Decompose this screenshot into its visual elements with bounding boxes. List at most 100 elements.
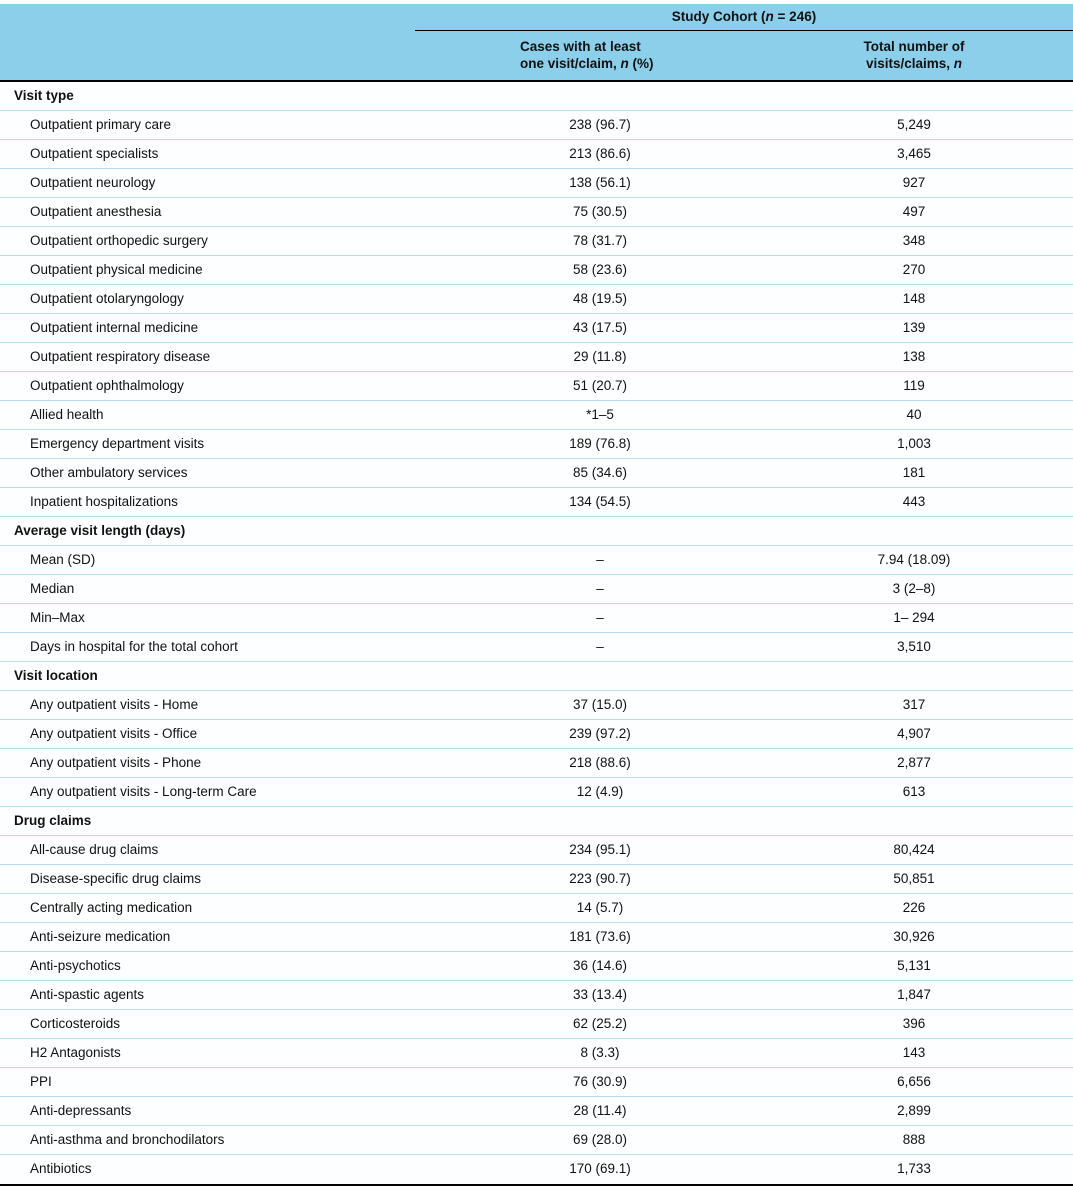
row-cases-value: *1–5 <box>586 407 614 422</box>
column-header-label-spacer <box>0 38 445 72</box>
row-total-value: 497 <box>902 204 926 219</box>
section-header-cases <box>445 82 755 110</box>
cases-header-line2: one visit/claim, <box>520 56 621 71</box>
section-header-cases <box>445 517 755 545</box>
table-row: Outpatient respiratory disease 29 (11.8) 1… <box>0 343 1073 372</box>
row-cases-value: 43 (17.5) <box>572 320 628 335</box>
row-cases-value: 58 (23.6) <box>572 262 628 277</box>
row-cases-value: 85 (34.6) <box>572 465 628 480</box>
table-row: Outpatient specialists 213 (86.6) 3,465 <box>0 140 1073 169</box>
table-row: Min–Max – 1– 294 <box>0 604 1073 633</box>
table-row: Mean (SD) – 7.94 (18.09) <box>0 546 1073 575</box>
row-label: Outpatient primary care <box>30 117 172 132</box>
row-cases-value: – <box>596 581 604 596</box>
row-cases-value: – <box>596 639 604 654</box>
row-label: H2 Antagonists <box>30 1045 121 1060</box>
row-total-value: 396 <box>902 1016 926 1031</box>
table-body: Visit type Outpatient primary care 238 (96… <box>0 82 1073 1186</box>
row-label: Any outpatient visits - Long-term Care <box>30 784 257 799</box>
row-label: Mean (SD) <box>30 552 96 567</box>
cohort-title-spacer <box>0 4 415 31</box>
row-total-value: 3 (2–8) <box>892 581 936 596</box>
section-header-label: Visit type <box>14 88 74 103</box>
row-cases-value: 36 (14.6) <box>572 958 628 973</box>
row-cases-value: 78 (31.7) <box>572 233 628 248</box>
row-label: Outpatient respiratory disease <box>30 349 211 364</box>
row-total-value: 5,249 <box>897 117 931 132</box>
row-label: Min–Max <box>30 610 85 625</box>
table-row: Outpatient neurology 138 (56.1) 927 <box>0 169 1073 198</box>
table-row: Any outpatient visits - Home 37 (15.0) 317 <box>0 691 1073 720</box>
row-total-value: 1– 294 <box>893 610 935 625</box>
section-header-row: Visit type <box>0 82 1073 111</box>
row-label: PPI <box>30 1074 52 1089</box>
table-row: Centrally acting medication 14 (5.7) 226 <box>0 894 1073 923</box>
table-row: Anti-asthma and bronchodilators 69 (28.0)… <box>0 1126 1073 1155</box>
section-header-row: Average visit length (days) <box>0 517 1073 546</box>
row-cases-value: 181 (73.6) <box>569 929 631 944</box>
row-label: Outpatient otolaryngology <box>30 291 184 306</box>
row-total-value: 443 <box>902 494 926 509</box>
row-label: Inpatient hospitalizations <box>30 494 178 509</box>
row-cases-value: 170 (69.1) <box>569 1161 631 1176</box>
row-cases-value: 14 (5.7) <box>576 900 624 915</box>
row-total-value: 138 <box>902 349 926 364</box>
table-row: PPI 76 (30.9) 6,656 <box>0 1068 1073 1097</box>
row-label: Anti-psychotics <box>30 958 121 973</box>
row-total-value: 181 <box>902 465 926 480</box>
table-row: Outpatient ophthalmology 51 (20.7) 119 <box>0 372 1073 401</box>
row-total-value: 143 <box>902 1045 926 1060</box>
table-row: Allied health *1–5 40 <box>0 401 1073 430</box>
table-row: Outpatient physical medicine 58 (23.6) 270 <box>0 256 1073 285</box>
table-row: Outpatient otolaryngology 48 (19.5) 148 <box>0 285 1073 314</box>
cohort-title: Study Cohort (n = 246) <box>415 4 1073 31</box>
table-row: Any outpatient visits - Long-term Care 12… <box>0 778 1073 807</box>
row-cases-value: 134 (54.5) <box>569 494 631 509</box>
table-row: Outpatient anesthesia 75 (30.5) 497 <box>0 198 1073 227</box>
table-row: H2 Antagonists 8 (3.3) 143 <box>0 1039 1073 1068</box>
section-header-row: Drug claims <box>0 807 1073 836</box>
table-row: Median – 3 (2–8) <box>0 575 1073 604</box>
row-cases-value: 213 (86.6) <box>569 146 631 161</box>
row-cases-value: 62 (25.2) <box>572 1016 628 1031</box>
row-label: Antibiotics <box>30 1161 92 1176</box>
row-total-value: 2,899 <box>897 1103 931 1118</box>
cases-header-line1: Cases with at least <box>520 39 641 54</box>
row-cases-value: 33 (13.4) <box>572 987 628 1002</box>
row-total-value: 1,003 <box>897 436 931 451</box>
row-label: Allied health <box>30 407 104 422</box>
row-total-value: 4,907 <box>897 726 931 741</box>
row-label: All-cause drug claims <box>30 842 159 857</box>
row-label: Anti-asthma and bronchodilators <box>30 1132 225 1147</box>
row-label: Any outpatient visits - Phone <box>30 755 202 770</box>
row-total-value: 148 <box>902 291 926 306</box>
row-label: Outpatient neurology <box>30 175 156 190</box>
row-total-value: 30,926 <box>893 929 935 944</box>
column-header-row: Cases with at least one visit/claim, n (%… <box>0 31 1073 80</box>
row-label: Days in hospital for the total cohort <box>30 639 238 654</box>
row-total-value: 2,877 <box>897 755 931 770</box>
section-header-label: Drug claims <box>14 813 92 828</box>
row-total-value: 3,510 <box>897 639 931 654</box>
row-total-value: 348 <box>902 233 926 248</box>
table-row: Any outpatient visits - Phone 218 (88.6) 2… <box>0 749 1073 778</box>
row-label: Outpatient specialists <box>30 146 159 161</box>
section-header-row: Visit location <box>0 662 1073 691</box>
row-cases-value: 48 (19.5) <box>572 291 628 306</box>
row-label: Anti-spastic agents <box>30 987 145 1002</box>
row-label: Median <box>30 581 75 596</box>
row-cases-value: 75 (30.5) <box>572 204 628 219</box>
row-cases-value: 51 (20.7) <box>572 378 628 393</box>
row-cases-value: 12 (4.9) <box>576 784 624 799</box>
section-header-label: Visit location <box>14 668 98 683</box>
row-total-value: 270 <box>902 262 926 277</box>
table-row: Any outpatient visits - Office 239 (97.2)… <box>0 720 1073 749</box>
row-cases-value: 218 (88.6) <box>569 755 631 770</box>
row-total-value: 80,424 <box>893 842 935 857</box>
row-cases-value: 238 (96.7) <box>569 117 631 132</box>
total-header-line2: visits/claims, <box>865 56 954 71</box>
row-total-value: 927 <box>902 175 926 190</box>
row-total-value: 50,851 <box>893 871 935 886</box>
row-label: Outpatient ophthalmology <box>30 378 184 393</box>
